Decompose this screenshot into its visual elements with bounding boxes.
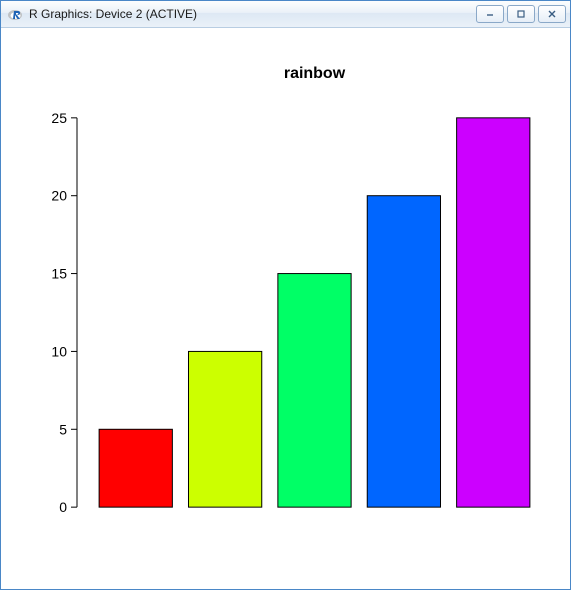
bar — [278, 274, 351, 508]
graphics-window: R Graphics: Device 2 (ACTIVE) rainbow 0 5 1… — [0, 0, 571, 590]
bar — [457, 118, 530, 507]
y-tick-label: 25 — [51, 110, 67, 126]
window-title: R Graphics: Device 2 (ACTIVE) — [29, 7, 476, 21]
y-tick-label: 15 — [51, 266, 67, 282]
bar-chart: rainbow 0 5 10 15 20 25 — [1, 28, 570, 589]
maximize-button[interactable] — [507, 5, 535, 23]
minimize-button[interactable] — [476, 5, 504, 23]
y-tick-label: 5 — [59, 421, 67, 437]
plot-area: rainbow 0 5 10 15 20 25 — [1, 28, 570, 589]
chart-title: rainbow — [284, 65, 346, 82]
bar — [367, 196, 440, 507]
titlebar[interactable]: R Graphics: Device 2 (ACTIVE) — [1, 1, 570, 28]
y-tick-label: 0 — [59, 499, 67, 515]
bar — [188, 351, 261, 507]
y-tick-label: 10 — [51, 343, 67, 359]
close-button[interactable] — [538, 5, 566, 23]
window-controls — [476, 5, 566, 23]
r-logo-icon — [7, 6, 23, 22]
y-tick-label: 20 — [51, 188, 67, 204]
bar — [99, 429, 172, 507]
